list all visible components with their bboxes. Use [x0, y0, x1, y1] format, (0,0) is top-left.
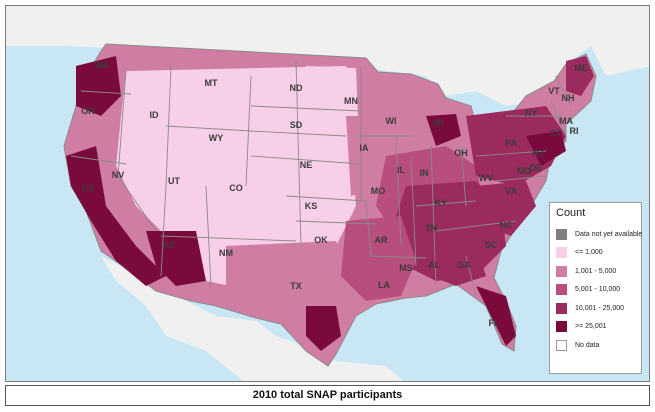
state-label-ny: NY [525, 108, 538, 118]
state-label-ri: RI [570, 126, 579, 136]
state-label-or: OR [81, 106, 95, 116]
legend-label: <= 1,000 [575, 249, 603, 257]
legend-label: No data [575, 341, 600, 349]
state-label-ct: CT [550, 128, 562, 138]
legend-swatch [556, 321, 567, 333]
state-label-wa: WA [95, 60, 110, 70]
legend-swatch [556, 247, 567, 259]
state-label-ga: GA [457, 260, 471, 270]
state-label-ok: OK [314, 235, 328, 245]
legend-swatch [556, 228, 567, 240]
legend-item: >= 25,001 [556, 318, 635, 337]
canada-land [6, 6, 649, 106]
legend-label: 1,001 - 5,000 [575, 267, 617, 275]
legend-item: <= 1,000 [556, 244, 635, 263]
state-label-mo: MO [371, 186, 386, 196]
state-label-md: MD [517, 166, 531, 176]
legend-item: Data not yet available [556, 225, 642, 244]
state-label-nh: NH [562, 93, 575, 103]
state-label-fl: FL [489, 318, 500, 328]
state-label-ky: KY [435, 198, 448, 208]
state-label-co: CO [229, 183, 243, 193]
legend-title: Count [556, 207, 586, 219]
legend-label: 10,001 - 25,000 [575, 304, 625, 312]
state-label-mi: MI [433, 118, 443, 128]
state-label-nv: NV [112, 170, 125, 180]
state-label-nd: ND [290, 83, 303, 93]
legend-label: 5,001 - 10,000 [575, 286, 621, 294]
legend-item: 1,001 - 5,000 [556, 262, 635, 281]
state-label-ks: KS [305, 201, 318, 211]
state-label-az: AZ [163, 240, 175, 250]
state-label-wv: WV [479, 173, 494, 183]
state-label-nc: NC [500, 220, 513, 230]
state-label-ut: UT [168, 176, 180, 186]
state-label-sc: SC [485, 240, 498, 250]
state-label-mt: MT [205, 78, 218, 88]
mexico-land [101, 256, 404, 381]
state-label-ca: CA [82, 183, 95, 193]
map-frame: WA OR CA NV ID MT WY UT AZ CO NM ND SD NE KS OK TX MN IA MO… [5, 5, 650, 382]
state-label-mn: MN [344, 96, 358, 106]
state-label-nj: NJ [532, 148, 544, 158]
state-label-de: DE [530, 163, 543, 173]
state-borders [70, 60, 572, 297]
state-label-il: IL [397, 165, 406, 175]
state-label-me: ME [574, 63, 588, 73]
state-label-tx: TX [290, 281, 302, 291]
legend-swatch [556, 284, 567, 296]
legend-item: 5,001 - 10,000 [556, 281, 635, 300]
legend-swatch [556, 265, 567, 277]
state-label-sd: SD [290, 120, 303, 130]
legend-swatch [556, 339, 567, 351]
state-label-pa: PA [505, 138, 517, 148]
legend-item: 10,001 - 25,000 [556, 299, 635, 318]
state-label-ar: AR [375, 235, 388, 245]
state-label-va: VA [505, 186, 517, 196]
legend: Count Data not yet available <= 1,000 1,00… [549, 202, 642, 374]
state-label-al: AL [428, 260, 440, 270]
state-label-wy: WY [209, 133, 224, 143]
state-label-tn: TN [425, 223, 437, 233]
state-label-nm: NM [219, 248, 233, 258]
legend-label: >= 25,001 [575, 323, 607, 331]
legend-rows: Data not yet available <= 1,000 1,001 - 5,… [556, 225, 642, 355]
legend-item: No data [556, 336, 635, 355]
state-label-oh: OH [454, 148, 468, 158]
legend-swatch [556, 302, 567, 314]
state-labels: WA OR CA NV ID MT WY UT AZ CO NM ND SD NE KS OK TX MN IA MO… [81, 60, 588, 328]
state-label-ma: MA [559, 116, 573, 126]
state-label-la: LA [378, 280, 390, 290]
state-label-wi: WI [386, 116, 397, 126]
state-label-ne: NE [300, 160, 313, 170]
legend-label: Data not yet available [575, 230, 643, 238]
map: WA OR CA NV ID MT WY UT AZ CO NM ND SD NE KS OK TX MN IA MO… [6, 6, 649, 381]
state-label-id: ID [150, 110, 160, 120]
map-caption: 2010 total SNAP participants [5, 385, 650, 406]
state-label-in: IN [420, 168, 429, 178]
state-label-vt: VT [548, 86, 560, 96]
state-label-ia: IA [360, 143, 370, 153]
state-label-ms: MS [399, 263, 413, 273]
